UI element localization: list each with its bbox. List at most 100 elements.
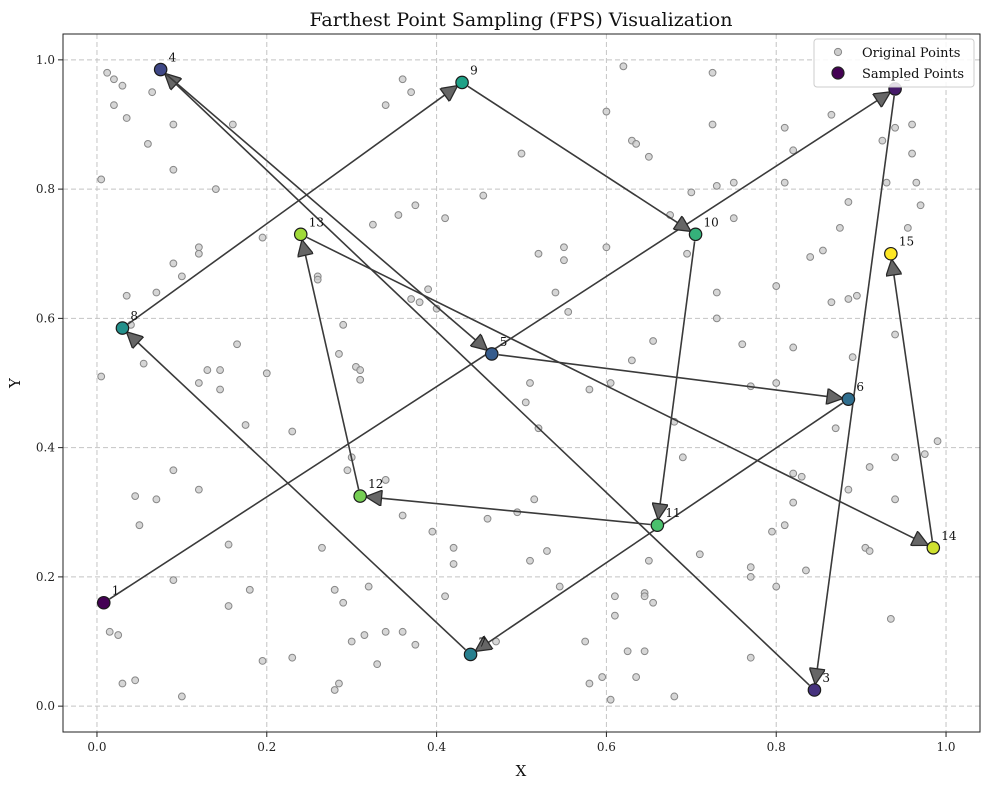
- sampled-point-label: 6: [856, 380, 864, 394]
- original-point: [360, 631, 369, 639]
- sampling-arrow: [128, 333, 466, 651]
- original-point: [746, 563, 755, 572]
- sampled-point-labels: 123456789101112131415: [112, 51, 957, 685]
- original-point: [844, 485, 853, 494]
- original-point: [194, 243, 203, 252]
- original-point: [555, 582, 564, 591]
- original-point: [411, 201, 420, 210]
- original-point: [649, 598, 658, 607]
- original-point: [543, 547, 551, 555]
- original-point: [852, 291, 861, 300]
- sampling-arrow: [302, 241, 360, 490]
- original-point: [245, 585, 254, 594]
- original-point: [908, 149, 916, 158]
- sampled-point: [650, 518, 665, 532]
- sampled-point: [96, 595, 111, 610]
- original-point: [738, 340, 747, 349]
- sampled-point-label: 3: [822, 671, 830, 685]
- original-point: [891, 495, 899, 504]
- original-point: [526, 379, 534, 387]
- original-point: [381, 476, 390, 484]
- x-tick-label: 0.4: [427, 740, 446, 754]
- x-tick-label: 0.2: [257, 740, 276, 754]
- x-tick-label: 0.6: [597, 740, 616, 754]
- sampled-point-label: 7: [479, 635, 487, 649]
- sampled-point: [353, 489, 367, 503]
- original-point: [602, 107, 611, 116]
- original-point: [560, 243, 568, 252]
- original-point: [335, 350, 343, 358]
- original-point: [712, 288, 721, 297]
- sampled-point: [688, 227, 703, 242]
- original-point: [619, 62, 628, 71]
- sampled-point-label: 4: [169, 51, 177, 65]
- original-point: [610, 611, 619, 620]
- original-point: [148, 88, 157, 97]
- original-point: [602, 243, 611, 252]
- original-point: [194, 379, 203, 387]
- sampling-arrow: [367, 497, 651, 526]
- original-point: [114, 631, 123, 639]
- original-point: [103, 68, 112, 77]
- original-point: [339, 598, 348, 607]
- y-tick-label: 0.6: [36, 311, 55, 325]
- original-point: [806, 253, 815, 261]
- sampled-point-label: 9: [470, 63, 478, 77]
- original-point: [343, 466, 352, 475]
- original-point: [110, 101, 118, 109]
- original-point: [903, 223, 912, 232]
- original-point: [152, 288, 161, 297]
- original-point: [105, 627, 114, 636]
- original-point: [169, 466, 178, 475]
- original-point: [780, 521, 789, 530]
- legend: Original Points Sampled Points: [813, 38, 975, 88]
- original-point: [356, 366, 365, 374]
- original-point: [122, 114, 131, 122]
- chart-title: Farthest Point Sampling (FPS) Visualizat…: [310, 9, 733, 31]
- original-point: [398, 511, 407, 520]
- legend-box: [813, 38, 975, 88]
- original-point: [802, 566, 810, 575]
- original-point: [449, 543, 458, 552]
- original-point: [670, 692, 679, 701]
- original-point: [258, 657, 267, 665]
- original-point: [865, 463, 874, 471]
- original-point: [288, 427, 297, 436]
- x-axis-label: X: [516, 762, 527, 780]
- original-point: [551, 288, 560, 297]
- original-point: [695, 550, 704, 559]
- original-point: [708, 68, 717, 77]
- original-point: [288, 653, 297, 662]
- original-point: [819, 246, 827, 255]
- plot-frame: [62, 33, 981, 733]
- original-point: [729, 178, 738, 187]
- sampled-point-label: 8: [130, 309, 138, 323]
- y-tick-label: 0.2: [36, 570, 55, 584]
- original-point: [606, 379, 615, 387]
- sampling-arrow: [498, 354, 842, 398]
- original-point: [772, 282, 781, 290]
- sampled-point-label: 15: [899, 235, 914, 249]
- original-point: [848, 353, 857, 362]
- legend-sampled-label: Sampled Points: [862, 67, 964, 82]
- y-tick-label: 0.4: [36, 441, 55, 455]
- original-point: [844, 198, 853, 206]
- original-point: [632, 139, 641, 148]
- original-point: [891, 453, 899, 462]
- original-point: [623, 647, 632, 656]
- original-point: [118, 81, 127, 90]
- original-point: [772, 582, 781, 591]
- legend-original-marker: [833, 47, 843, 57]
- original-point: [627, 356, 636, 365]
- y-axis-label: Y: [6, 377, 24, 389]
- original-point: [347, 637, 356, 646]
- sampling-arrow: [127, 87, 456, 325]
- y-axis-ticks: 0.0 0.2 0.4 0.6 0.8 1.0: [36, 53, 63, 713]
- x-tick-label: 0.8: [767, 740, 786, 754]
- original-point: [169, 165, 178, 174]
- original-point: [891, 123, 899, 132]
- original-point: [152, 495, 161, 504]
- original-point: [398, 627, 407, 636]
- original-point: [610, 592, 619, 601]
- original-point: [169, 576, 178, 585]
